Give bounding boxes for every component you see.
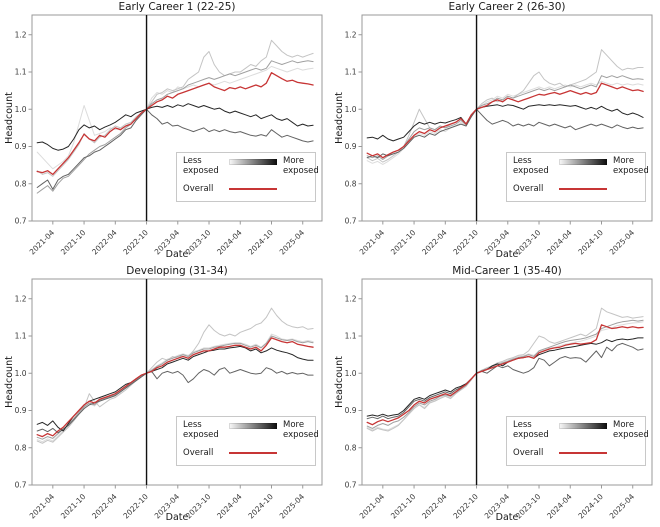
series-exposure-q1-least (366, 321, 644, 431)
y-tick-label: 0.9 (15, 142, 27, 151)
series-exposure-q4 (36, 108, 314, 190)
series-lines (36, 39, 314, 194)
y-tick-label: 0.9 (345, 142, 357, 151)
y-tick-label: 0.8 (345, 179, 357, 188)
series-lines (366, 307, 644, 432)
legend-less-exposed-label: Less exposed (513, 156, 549, 177)
legend-overall-line-sample (559, 188, 607, 190)
series-exposure-q3 (366, 319, 644, 429)
legend-less-exposed-label: Less exposed (183, 156, 219, 177)
series-overall (36, 72, 314, 176)
y-tick-label: 0.7 (345, 481, 357, 490)
series-overall (36, 337, 314, 438)
legend-overall-label: Overall (513, 183, 544, 194)
legend-more-exposed-label: More exposed (283, 156, 319, 177)
subplot-early-career-2: 0.7 0.8 0.9 1.0 1.1 1.2 2021-04 2021-10 2022-04 2… (330, 0, 660, 264)
y-tick-label: 1.2 (15, 30, 27, 39)
series-exposure-q3 (366, 75, 644, 160)
legend-more-exposed-label: More exposed (613, 156, 649, 177)
legend-overall-line-sample (559, 452, 607, 454)
series-lines (36, 307, 314, 444)
legend-less-exposed-label: Less exposed (513, 420, 549, 441)
y-tick-label: 1.1 (345, 332, 357, 341)
legend-overall-label: Overall (183, 183, 214, 194)
exposure-gradient-bar (229, 423, 277, 429)
series-overall (366, 324, 644, 426)
legend-overall-label: Overall (183, 447, 214, 458)
series-lines (366, 49, 644, 165)
y-tick-label: 1.0 (345, 105, 357, 114)
legend-overall-line-sample (229, 452, 277, 454)
x-axis-label: Date (495, 512, 519, 523)
legend: Less exposed More exposed Overall (506, 416, 649, 466)
series-exposure-q5-most (366, 104, 644, 142)
y-axis-label: Headcount (4, 92, 15, 144)
subplot-mid-career-1: 0.7 0.8 0.9 1.0 1.1 1.2 2021-04 2021-10 2022-04 2… (330, 264, 660, 527)
y-tick-label: 1.1 (15, 68, 27, 77)
y-axis-label: Headcount (334, 92, 345, 144)
legend: Less exposed More exposed Overall (176, 152, 319, 202)
legend-less-exposed-label: Less exposed (183, 420, 219, 441)
subplot-title: Mid-Career 1 (35-40) (452, 265, 562, 277)
y-axis-label: Headcount (4, 356, 15, 408)
y-tick-label: 0.7 (15, 481, 27, 490)
series-overall (366, 82, 644, 159)
y-tick-label: 0.8 (15, 179, 27, 188)
y-tick-label: 1.1 (345, 68, 357, 77)
y-tick-label: 1.0 (15, 105, 27, 114)
y-tick-label: 0.7 (345, 217, 357, 226)
x-axis-label: Date (165, 249, 189, 260)
series-exposure-q3 (36, 60, 314, 194)
series-exposure-q4 (366, 108, 644, 159)
series-exposure-q4 (366, 342, 644, 420)
series-exposure-q3 (36, 335, 314, 440)
y-tick-label: 1.0 (345, 369, 357, 378)
legend-overall-line-sample (229, 188, 277, 190)
series-exposure-q2 (366, 307, 644, 432)
legend-more-exposed-label: More exposed (283, 420, 319, 441)
subplot-developing: 0.7 0.8 0.9 1.0 1.1 1.2 2021-04 2021-10 2022-04 2… (0, 264, 330, 527)
legend-more-exposed-label: More exposed (613, 420, 649, 441)
exposure-gradient-bar (229, 159, 277, 165)
y-tick-label: 1.0 (15, 369, 27, 378)
y-tick-label: 0.8 (15, 443, 27, 452)
series-exposure-q4 (36, 367, 314, 434)
legend: Less exposed More exposed Overall (506, 152, 649, 202)
y-tick-label: 0.7 (15, 217, 27, 226)
subplot-title: Early Career 1 (22-25) (118, 1, 236, 13)
y-tick-label: 1.2 (345, 294, 357, 303)
exposure-gradient-bar (559, 159, 607, 165)
y-tick-label: 0.9 (15, 406, 27, 415)
y-tick-label: 1.2 (345, 30, 357, 39)
y-tick-label: 0.8 (345, 443, 357, 452)
exposure-gradient-bar (559, 423, 607, 429)
subplot-title: Developing (31-34) (126, 265, 228, 277)
legend: Less exposed More exposed Overall (176, 416, 319, 466)
y-tick-label: 0.9 (345, 406, 357, 415)
subplot-early-career-1: 0.7 0.8 0.9 1.0 1.1 1.2 2021-04 2021-10 2022-04 2… (0, 0, 330, 264)
x-axis-label: Date (165, 512, 189, 523)
series-exposure-q5-most (36, 103, 314, 151)
series-exposure-q5-most (366, 337, 644, 417)
y-tick-label: 1.1 (15, 332, 27, 341)
x-axis-label: Date (495, 249, 519, 260)
subplot-title: Early Career 2 (26-30) (448, 1, 566, 13)
y-axis-label: Headcount (334, 356, 345, 408)
y-tick-label: 1.2 (15, 294, 27, 303)
legend-overall-label: Overall (513, 447, 544, 458)
